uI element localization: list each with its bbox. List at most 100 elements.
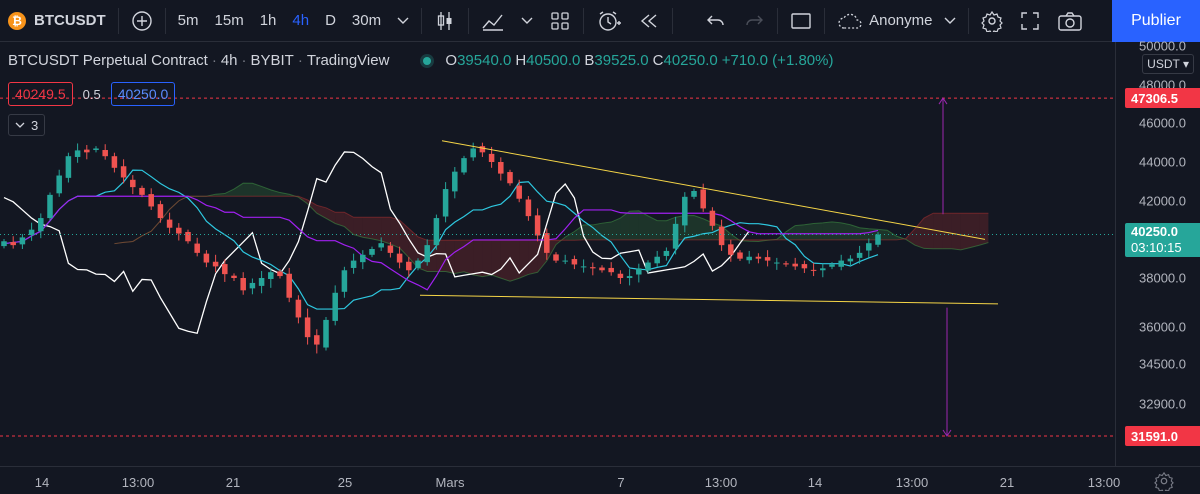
- interval-4h[interactable]: 4h: [292, 12, 310, 29]
- price-chart[interactable]: [0, 42, 1115, 466]
- interval-5m[interactable]: 5m: [177, 12, 199, 29]
- symbol-search-button[interactable]: ₿ BTCUSDT: [0, 0, 114, 42]
- candle-body: [709, 210, 716, 226]
- kumo-cloud-segment: [353, 217, 363, 238]
- interval-30m[interactable]: 30m: [351, 12, 382, 29]
- interval-d[interactable]: D: [325, 12, 336, 29]
- price-tick: 34500.0: [1139, 356, 1186, 372]
- price-scale[interactable]: 50000.0 48000.0 46000.0 44000.0 42000.0 38000…: [1115, 38, 1200, 466]
- candle-body: [470, 148, 476, 158]
- plus-circle-icon[interactable]: [123, 0, 161, 42]
- sell-button[interactable]: 40249.5: [8, 82, 73, 106]
- kumo-cloud-segment: [381, 217, 391, 244]
- square-icon[interactable]: [782, 0, 820, 42]
- candle-body: [222, 264, 228, 275]
- open-key: O: [445, 52, 458, 69]
- candle-body: [755, 256, 762, 259]
- kumo-cloud-segment: [859, 227, 869, 240]
- indicators-toggle[interactable]: 3: [8, 114, 46, 136]
- price-tick: 50000.0: [1139, 38, 1186, 54]
- kumo-cloud-segment: [960, 213, 970, 250]
- candle-body: [10, 242, 16, 246]
- area-chart-icon[interactable]: [473, 0, 513, 42]
- chevron-down-icon[interactable]: [389, 0, 417, 42]
- redo-icon[interactable]: [735, 0, 773, 42]
- candle-body: [691, 191, 697, 197]
- publish-button[interactable]: Publier: [1112, 0, 1200, 42]
- candle-body: [847, 258, 854, 262]
- kumo-cloud-segment: [261, 186, 271, 197]
- candle-body: [74, 150, 81, 157]
- candle-body: [856, 252, 863, 258]
- kumo-cloud-segment: [951, 213, 961, 250]
- layout-name-button[interactable]: Anonyme: [829, 0, 964, 42]
- grid-icon[interactable]: [541, 0, 579, 42]
- candle-body: [544, 233, 550, 253]
- candle-body: [599, 267, 605, 271]
- kumo-cloud-segment: [252, 183, 262, 197]
- kumo-cloud-segment: [473, 240, 483, 277]
- candle-body: [185, 231, 191, 242]
- chart-legend: BTCUSDT Perpetual Contract · 4h · BYBIT …: [8, 52, 834, 69]
- indicators-chevron-icon[interactable]: [513, 0, 541, 42]
- gear-icon[interactable]: [973, 0, 1011, 42]
- gear-icon[interactable]: [1154, 471, 1174, 491]
- camera-icon[interactable]: [1049, 0, 1091, 42]
- candle-body: [203, 253, 210, 263]
- candle-body: [93, 148, 99, 151]
- currency-select[interactable]: USDT ▾: [1142, 54, 1194, 74]
- time-tick: 7: [617, 475, 625, 490]
- alarm-clock-icon[interactable]: [588, 0, 630, 42]
- candle-body: [498, 162, 504, 174]
- candle-body: [534, 215, 541, 236]
- candle-body: [369, 249, 375, 255]
- candle-body: [84, 149, 90, 153]
- low-value: 39525.0: [594, 52, 649, 69]
- kumo-cloud-segment: [372, 217, 382, 241]
- kumo-cloud-segment: [482, 240, 492, 277]
- lower-trendline: [419, 294, 999, 305]
- time-tick: 13:00: [704, 475, 738, 490]
- chart-pane[interactable]: BTCUSDT Perpetual Contract · 4h · BYBIT …: [0, 42, 1115, 466]
- candle-body: [682, 196, 688, 226]
- candle-body: [387, 245, 394, 253]
- kumo-cloud-segment: [316, 205, 326, 219]
- candle-body: [396, 253, 403, 263]
- rewind-icon[interactable]: [630, 0, 668, 42]
- candle-body: [47, 194, 53, 219]
- undo-icon[interactable]: [697, 0, 735, 42]
- price-tick: 46000.0: [1139, 115, 1186, 131]
- fullscreen-icon[interactable]: [1011, 0, 1049, 42]
- kumo-cloud-segment: [914, 218, 924, 249]
- toolbar-divider: [824, 7, 826, 34]
- kumo-cloud-segment: [786, 225, 796, 240]
- kumo-cloud-segment: [528, 240, 538, 275]
- kumo-cloud-segment: [638, 210, 648, 240]
- candle-body: [792, 263, 798, 267]
- toolbar-divider: [421, 7, 423, 34]
- interval-15m[interactable]: 15m: [214, 12, 244, 29]
- candle-body: [65, 156, 72, 178]
- candle-body: [130, 179, 136, 188]
- lagging-span-line: [3, 151, 750, 334]
- time-scale[interactable]: 14 13:00 21 25 Mars 7 13:00 14 13:00 21 13:00: [0, 466, 1200, 494]
- interval-1h[interactable]: 1h: [259, 12, 277, 29]
- kumo-cloud-segment: [500, 240, 510, 282]
- buy-button[interactable]: 40250.0: [110, 82, 176, 106]
- candle-body: [286, 273, 292, 298]
- candles-icon[interactable]: [426, 0, 464, 42]
- candle-body: [212, 261, 219, 267]
- time-tick: 14: [807, 475, 823, 490]
- candle-body: [304, 317, 311, 338]
- kumo-cloud-segment: [583, 224, 593, 240]
- candle-body: [820, 268, 826, 271]
- measure-down-arrowhead: [942, 429, 952, 437]
- kumo-cloud-segment: [648, 215, 658, 240]
- kumo-cloud-segment: [335, 212, 345, 227]
- candle-body: [626, 276, 633, 278]
- kumo-cloud-segment: [399, 220, 409, 258]
- candle-body: [654, 256, 660, 264]
- chevron-down-icon: [944, 17, 956, 25]
- toolbar-divider: [672, 7, 674, 34]
- candle-body: [19, 237, 26, 245]
